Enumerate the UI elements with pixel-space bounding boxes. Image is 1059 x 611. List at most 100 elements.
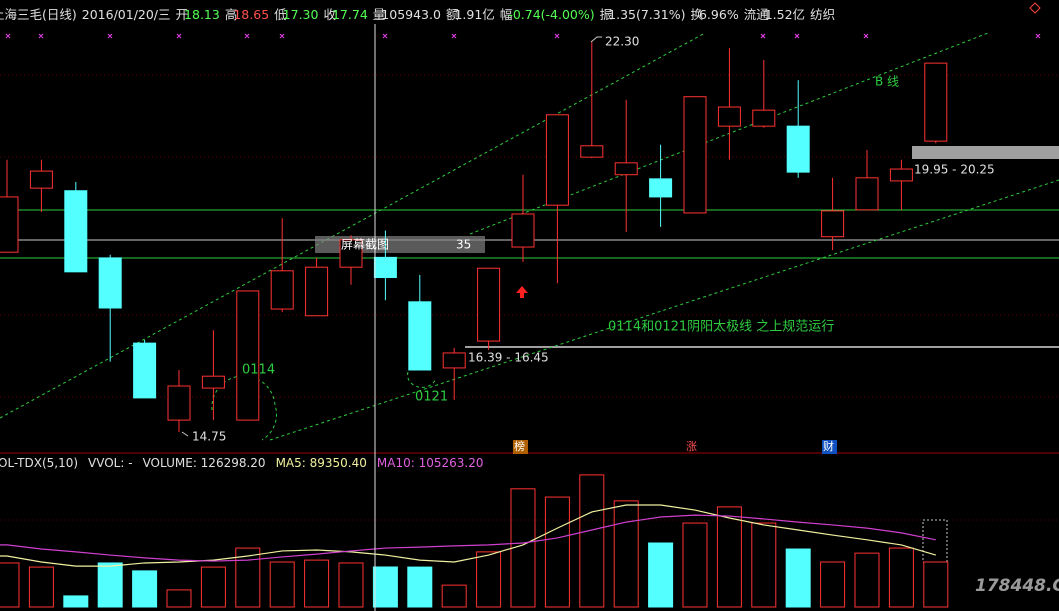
field-value: 6.96% bbox=[698, 6, 739, 22]
volume-bar bbox=[304, 559, 330, 608]
candle-body bbox=[0, 196, 19, 253]
annotation: 0121 bbox=[415, 390, 448, 405]
volume-bar bbox=[716, 506, 742, 608]
vvol: VVOL: - bbox=[88, 456, 133, 470]
field-label: 量 bbox=[372, 6, 386, 22]
volume-bar bbox=[0, 562, 20, 608]
annotation: B 线 bbox=[875, 75, 899, 89]
candle-body bbox=[236, 290, 260, 421]
volume-bar bbox=[132, 570, 158, 608]
volume-bar bbox=[854, 552, 880, 608]
sector: 纺织 bbox=[810, 6, 836, 22]
volume-bar bbox=[63, 595, 89, 608]
candle-body bbox=[545, 114, 569, 206]
date: 2016/01/20/三 bbox=[81, 6, 171, 22]
field-label: 幅 bbox=[499, 6, 513, 22]
tag: 榜 bbox=[514, 439, 525, 453]
volume-header: OL-TDX(5,10) VVOL: - VOLUME: 126298.20 M… bbox=[0, 455, 483, 471]
volume-bar bbox=[613, 500, 639, 608]
field-label: 换 bbox=[690, 6, 703, 22]
candle-body bbox=[305, 266, 329, 317]
candle-body bbox=[683, 96, 707, 214]
annotation: 0114和0121阴阳太极线 之上规范运行 bbox=[608, 320, 834, 335]
header-field: 换6.96% bbox=[690, 4, 738, 23]
volume-bar bbox=[648, 542, 674, 608]
field-label: 振 bbox=[599, 6, 613, 22]
volume-bar bbox=[579, 474, 605, 608]
tag-box bbox=[822, 440, 837, 454]
volume-bar bbox=[544, 496, 570, 608]
leader bbox=[590, 36, 602, 43]
field-label: 流通 bbox=[743, 6, 769, 22]
level-band bbox=[912, 146, 1059, 159]
candle-body bbox=[855, 177, 879, 211]
header: 上海三毛(日线) 2016/01/20/三 开18.13 高18.65 低17.30… bbox=[0, 4, 835, 22]
candle-body bbox=[889, 168, 913, 182]
header-field: 幅-0.74(-4.00%) bbox=[500, 4, 595, 23]
volume-bar bbox=[751, 522, 777, 608]
ma5-label: MA5: 89350.40 bbox=[275, 456, 367, 470]
volume-bar bbox=[200, 566, 226, 608]
volume-bar bbox=[338, 562, 364, 608]
candle-body bbox=[924, 62, 948, 142]
volume-bar bbox=[97, 562, 123, 608]
candle-body bbox=[511, 213, 535, 248]
candle-body bbox=[64, 190, 88, 273]
volume bbox=[0, 474, 949, 608]
leader bbox=[181, 431, 189, 437]
annotation: 35 bbox=[456, 238, 471, 252]
field-value: 18.13 bbox=[184, 6, 220, 22]
corner-icon bbox=[1029, 2, 1041, 14]
candle-body bbox=[580, 145, 604, 158]
candle-body bbox=[201, 375, 225, 389]
volume-bar bbox=[682, 522, 708, 608]
candle-body bbox=[270, 270, 294, 310]
header-field: 额1.91亿 bbox=[446, 4, 495, 23]
volume-bar bbox=[269, 561, 295, 608]
field-value: 1.52亿 bbox=[764, 6, 806, 22]
annotation: 屏幕截图 bbox=[341, 238, 389, 252]
volume-bar bbox=[785, 548, 811, 608]
circle-mark bbox=[407, 371, 437, 388]
candle-body bbox=[133, 342, 157, 399]
candle-body bbox=[786, 125, 810, 173]
ma-line bbox=[0, 504, 936, 567]
field-label: 额 bbox=[445, 6, 459, 22]
annotation: 14.75 bbox=[192, 430, 226, 444]
annotation: 22.30 bbox=[605, 35, 639, 49]
candle-body bbox=[167, 385, 191, 421]
volume-bar bbox=[820, 561, 846, 608]
header-field: 振1.35(7.31%) bbox=[600, 4, 686, 23]
volume-bar bbox=[166, 589, 192, 608]
circle-mark bbox=[211, 375, 277, 441]
volume-bar bbox=[372, 566, 398, 608]
tag: 涨 bbox=[686, 440, 697, 453]
field-value: 18.65 bbox=[233, 6, 270, 22]
candles bbox=[0, 41, 948, 432]
header-field: 流通1.52亿 bbox=[744, 4, 805, 23]
candle-body bbox=[649, 178, 673, 198]
candle-body bbox=[98, 257, 122, 309]
indicator: OL-TDX(5,10) bbox=[0, 456, 79, 470]
volume-bar bbox=[923, 561, 949, 608]
annotation: 19.95 - 20.25 bbox=[914, 163, 995, 177]
field-label: 开 bbox=[175, 6, 189, 22]
volume-bar bbox=[235, 547, 261, 608]
volume-bar bbox=[888, 547, 914, 608]
candle-body bbox=[752, 109, 776, 127]
field-label: 高 bbox=[224, 6, 238, 22]
header-field: 收17.74 bbox=[323, 4, 367, 23]
field-value: -0.74(-4.00%) bbox=[508, 6, 595, 22]
field-value: 17.74 bbox=[331, 6, 368, 22]
candle-body bbox=[614, 162, 638, 176]
watermark: 178448.COM bbox=[975, 576, 1059, 596]
candle-body bbox=[477, 267, 501, 342]
field-value: 105943.0 bbox=[381, 6, 441, 22]
annotation: 0114 bbox=[242, 363, 275, 378]
candle-body bbox=[339, 239, 363, 268]
volume-bar bbox=[28, 566, 54, 608]
header-field: 量105943.0 bbox=[373, 4, 441, 23]
